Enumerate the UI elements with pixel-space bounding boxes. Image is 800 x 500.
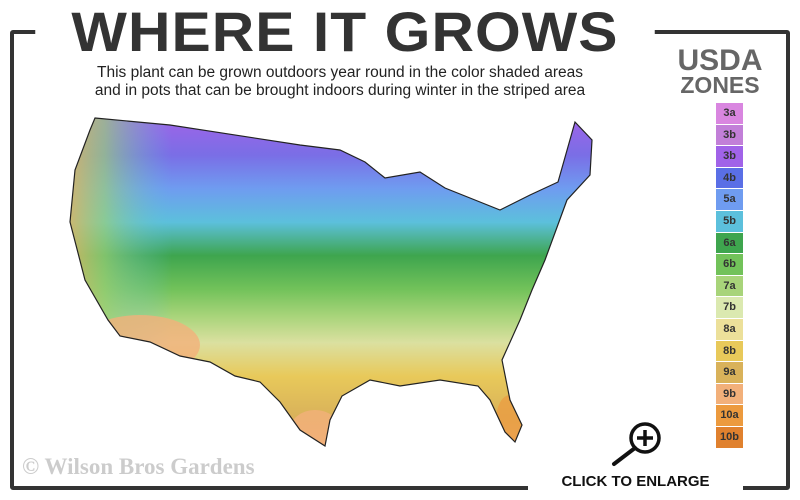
subtitle-line-2: and in pots that can be brought indoors … (94, 82, 586, 99)
legend-zone-9b: 9b (716, 383, 743, 405)
subtitle-line-1: This plant can be grown outdoors year ro… (97, 64, 583, 81)
legend-zone-8b: 8b (716, 340, 743, 362)
legend-zone-4b: 4b (716, 167, 743, 189)
legend-zone-9a: 9a (716, 362, 743, 383)
subtitle: This plant can be grown outdoors year ro… (40, 64, 640, 100)
zone-legend: 3a 3b 3b 4b 5a 5b 6a 6b 7a 7b 8a 8b 9a 9b 10a 10b (716, 103, 743, 449)
legend-zone-5b: 5b (716, 210, 743, 232)
legend-zone-10b: 10b (716, 426, 743, 448)
legend-zone-7a: 7a (716, 275, 743, 297)
us-outline (69, 117, 593, 447)
zoom-in-magnifier-icon[interactable] (608, 420, 666, 468)
legend-zone-5a: 5a (716, 189, 743, 210)
watermark: © Wilson Bros Gardens (22, 454, 255, 479)
legend-title-line-1: USDA (677, 44, 763, 77)
page-title: WHERE IT GROWS (35, 0, 655, 63)
legend-zone-10a: 10a (716, 405, 743, 426)
legend-zone-3b: 3b (716, 124, 743, 146)
legend-zone-8a: 8a (716, 318, 743, 340)
legend-zone-6b: 6b (716, 254, 743, 275)
legend-zone-6a: 6a (716, 232, 743, 254)
legend-zone-3b: 3b (716, 146, 743, 167)
legend-zone-3a: 3a (716, 103, 743, 124)
legend-zone-7b: 7b (716, 297, 743, 318)
legend-title-line-2: ZONES (680, 72, 760, 98)
click-to-enlarge-button[interactable]: CLICK TO ENLARGE (528, 470, 743, 494)
